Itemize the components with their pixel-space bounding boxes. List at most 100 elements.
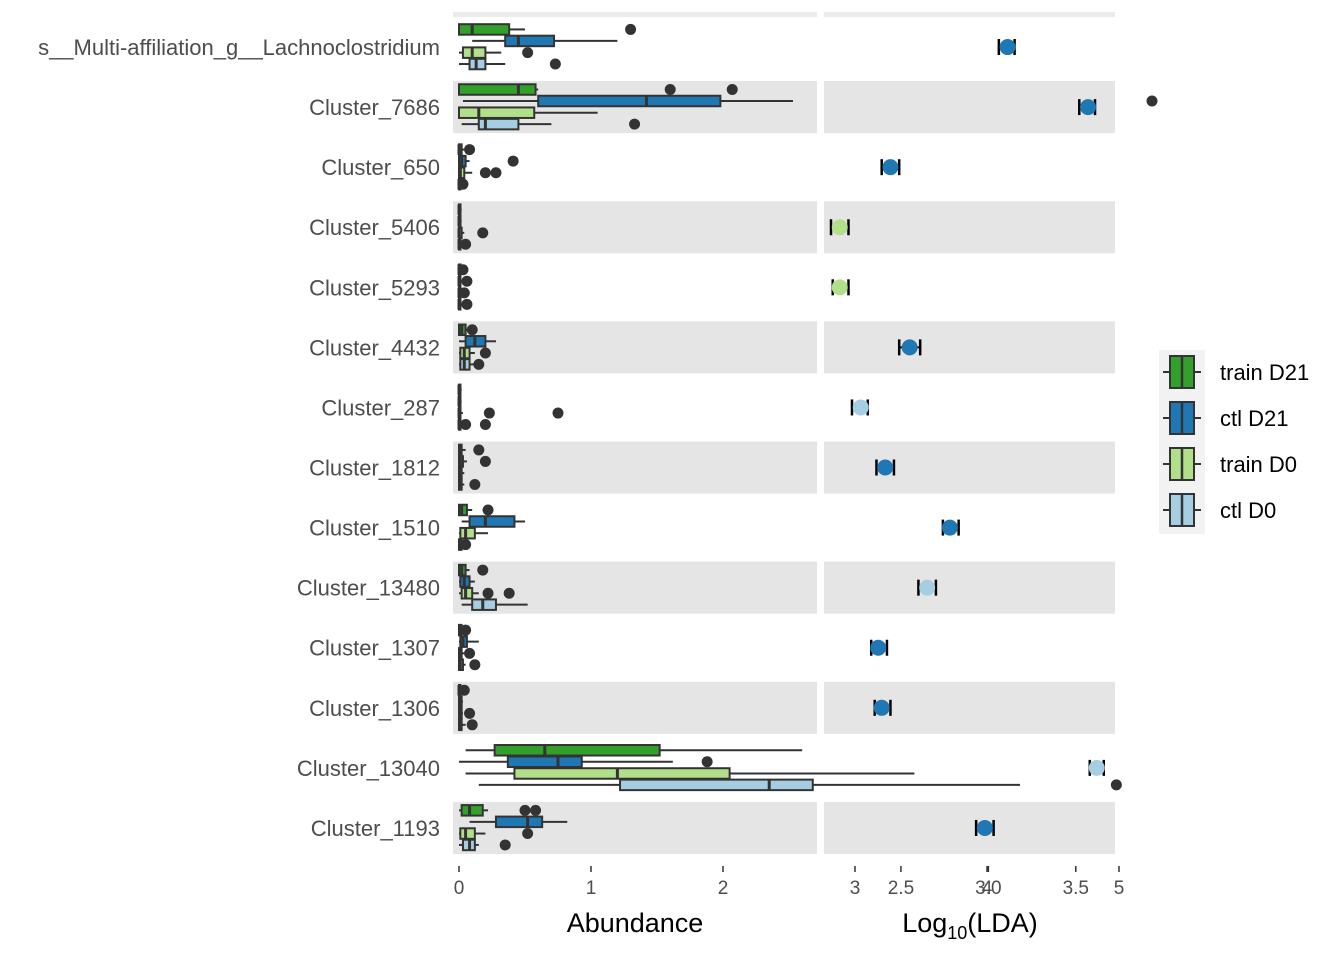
lda-axis-title-base: Log: [902, 908, 947, 938]
outlier-point: [458, 287, 470, 299]
box: [458, 695, 463, 708]
box: [461, 515, 525, 528]
lda-point: [870, 639, 887, 656]
category-label: Cluster_287: [321, 395, 440, 420]
row-band: [824, 801, 1115, 854]
outlier-point: [625, 23, 637, 35]
outlier-point: [522, 47, 534, 59]
lda-mark: [917, 579, 938, 596]
lda-mark: [829, 219, 850, 236]
legend-label: ctl D21: [1220, 406, 1288, 431]
box: [459, 838, 511, 852]
category-label: Cluster_13040: [297, 756, 440, 781]
box: [461, 598, 528, 611]
lda-mark: [869, 639, 889, 656]
outlier-point: [479, 347, 491, 359]
top-strip: [824, 12, 1115, 17]
lda-mark: [873, 699, 892, 716]
box: [459, 46, 534, 59]
lda-point: [831, 279, 848, 296]
box-body: [493, 744, 661, 757]
lda-point: [919, 579, 936, 596]
box: [457, 406, 564, 420]
x-axes: 0 1 2 3 4 5 2.5 3.0 3.5: [454, 866, 1124, 899]
outlier-point: [464, 647, 476, 659]
category-labels: s__Multi-affiliation_g__Lachnoclostridiu…: [38, 35, 440, 841]
outlier-point: [477, 564, 489, 576]
outlier-point: [479, 167, 491, 179]
row-band: [824, 681, 1115, 734]
box: [461, 117, 641, 131]
abundance-axis-title: Abundance: [567, 908, 704, 938]
x-tick-label: 3: [850, 878, 861, 899]
outlier-point: [1110, 779, 1122, 791]
outlier-point: [726, 84, 738, 96]
box: [457, 226, 489, 240]
outlier-point: [457, 264, 469, 276]
outlier-point: [464, 144, 476, 156]
lda-mark: [997, 39, 1016, 56]
lda-point: [877, 459, 894, 476]
outlier-point: [519, 804, 531, 816]
box: [458, 707, 476, 720]
box: [458, 83, 738, 96]
box: [457, 683, 470, 697]
lda-axis-title-tail: (LDA): [967, 908, 1038, 938]
outlier-point: [507, 155, 519, 167]
lda-panel: [829, 39, 1106, 836]
category-label: Cluster_5293: [309, 275, 440, 300]
x-tick-label: 2: [718, 878, 729, 899]
box: [459, 335, 496, 348]
category-label: Cluster_4432: [309, 335, 440, 360]
box: [458, 623, 472, 637]
box: [458, 503, 494, 517]
box: [458, 538, 472, 551]
outlier-point: [477, 227, 489, 239]
category-label: Cluster_1307: [309, 636, 440, 661]
outlier-point: [1146, 95, 1158, 107]
box: [469, 815, 568, 829]
legend-label: train D0: [1220, 452, 1297, 477]
x-tick-label: 4: [982, 878, 993, 899]
legend-item: train D21: [1163, 355, 1309, 389]
box: [459, 587, 515, 600]
x-tick-label: 2.5: [888, 878, 914, 899]
box: [458, 154, 519, 168]
row-band: [453, 201, 817, 254]
box: [465, 744, 803, 757]
row-band: [824, 561, 1115, 614]
box-body: [460, 804, 484, 817]
box-body: [477, 117, 520, 131]
outlier-point: [552, 407, 564, 419]
legend-label: train D21: [1220, 360, 1309, 385]
boxplot-panel: [457, 23, 1158, 852]
outlier-point: [466, 324, 478, 336]
row-band: [453, 441, 817, 494]
box-body: [504, 34, 556, 48]
box: [459, 526, 489, 540]
box: [457, 274, 473, 288]
box: [457, 214, 462, 228]
category-label: Cluster_13480: [297, 576, 440, 601]
lda-point: [941, 519, 958, 536]
lda-mark: [941, 519, 960, 536]
category-label: Cluster_5406: [309, 215, 440, 240]
box: [458, 658, 481, 671]
row-band: [824, 441, 1115, 494]
lda-mark: [1088, 759, 1106, 776]
row-band: [824, 81, 1115, 134]
category-label: Cluster_1510: [309, 516, 440, 541]
box: [457, 395, 462, 408]
row-band: [453, 681, 817, 734]
box-body: [459, 827, 476, 840]
lda-point: [852, 399, 869, 416]
x-tick-label: 1: [586, 878, 597, 899]
outlier-point: [701, 756, 713, 768]
box: [457, 383, 462, 397]
category-label: Cluster_650: [321, 155, 440, 180]
outlier-point: [469, 659, 481, 671]
outlier-point: [503, 587, 515, 599]
box: [458, 323, 478, 337]
lda-mark: [974, 819, 995, 836]
